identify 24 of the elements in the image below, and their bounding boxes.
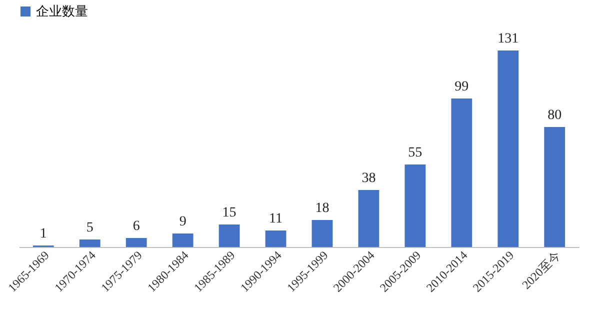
- data-label: 5: [86, 220, 94, 236]
- bar: [312, 220, 333, 247]
- bar: [404, 164, 426, 247]
- data-label: 1: [40, 226, 47, 242]
- bar: [498, 50, 519, 247]
- data-label: 11: [269, 212, 283, 226]
- data-label: 38: [362, 171, 376, 186]
- data-label: 80: [548, 108, 562, 123]
- data-label: 6: [132, 219, 140, 234]
- legend-label: 企业数量: [36, 4, 88, 18]
- data-label: 55: [408, 146, 422, 160]
- bar: [218, 224, 240, 247]
- data-label: 99: [454, 80, 469, 94]
- data-label: 15: [222, 206, 236, 220]
- data-label: 131: [498, 32, 519, 46]
- bar: [358, 190, 380, 247]
- bar: [172, 234, 194, 247]
- bar: [126, 238, 147, 247]
- data-label: 18: [315, 201, 330, 216]
- bar: [79, 240, 100, 247]
- bar: [544, 127, 566, 247]
- bar: [451, 98, 472, 247]
- data-label: 9: [179, 214, 186, 230]
- bar: [265, 230, 286, 247]
